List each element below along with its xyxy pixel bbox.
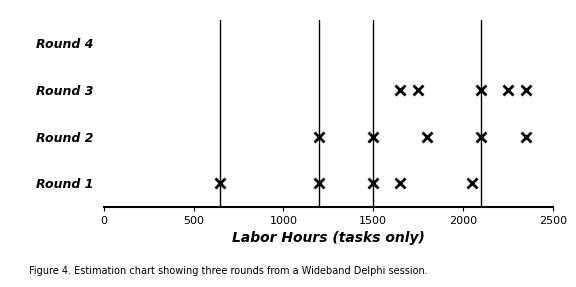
X-axis label: Labor Hours (tasks only): Labor Hours (tasks only)	[232, 231, 425, 245]
Text: Figure 4. Estimation chart showing three rounds from a Wideband Delphi session.: Figure 4. Estimation chart showing three…	[29, 265, 427, 276]
